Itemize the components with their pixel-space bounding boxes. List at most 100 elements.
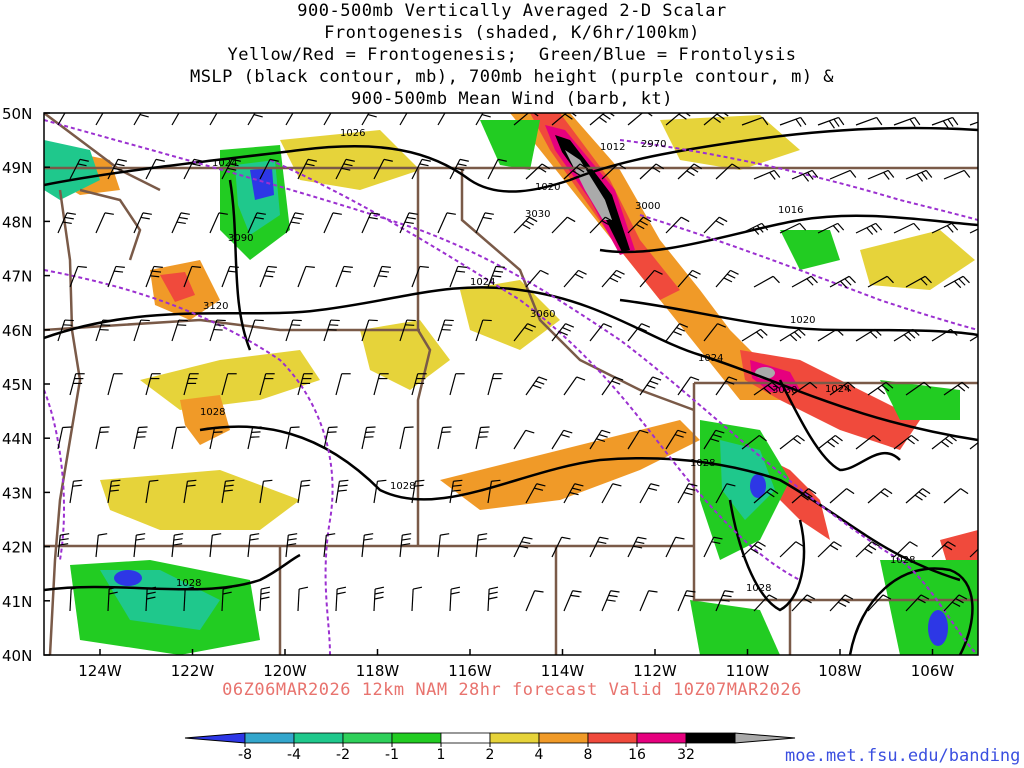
mslp-label: 1026 <box>340 128 365 139</box>
wind-barb <box>677 590 696 612</box>
wind-barb <box>133 426 148 450</box>
wind-barb <box>855 541 880 558</box>
wind-barb <box>183 373 199 396</box>
wind-barb <box>551 216 576 234</box>
wind-barb <box>525 590 544 612</box>
wind-barb <box>753 381 780 396</box>
wind-barb <box>171 212 190 234</box>
wind-barb <box>449 586 461 612</box>
wind-barb <box>817 222 845 234</box>
wind-barb <box>639 483 660 504</box>
mslp-contour-2 <box>44 126 978 193</box>
wind-barb <box>57 533 70 558</box>
wind-barb <box>285 533 298 558</box>
wind-barb <box>107 265 125 288</box>
wind-barb <box>627 323 651 342</box>
wind-barb <box>589 323 613 342</box>
wind-barb <box>107 479 121 504</box>
mslp-contour-6 <box>44 553 301 592</box>
mslp-contour-8 <box>848 567 974 655</box>
wind-barb <box>525 269 549 288</box>
wind-barb <box>753 275 780 288</box>
height-label: 3030 <box>525 209 550 220</box>
wind-barb <box>475 212 494 234</box>
lat-label: 41N <box>2 593 32 611</box>
colorbar-swatch <box>538 732 589 744</box>
wind-barb <box>525 376 548 396</box>
wind-barb <box>513 429 535 450</box>
mslp-label: 1024 <box>698 353 723 364</box>
fronto-yellow-1 <box>140 350 320 410</box>
mslp-label: 1028 <box>690 458 715 469</box>
height-label: 3030 <box>772 385 797 396</box>
mslp-label: 1024 <box>212 158 237 169</box>
mslp-contour-7 <box>728 499 806 612</box>
colorbar-arrow-right <box>734 732 796 744</box>
colorbar-label: -2 <box>336 747 350 763</box>
wind-barb <box>259 158 279 180</box>
colorbar-swatch <box>342 732 393 744</box>
wind-barb <box>817 541 842 558</box>
wind-barb <box>259 265 277 288</box>
wind-barb <box>703 429 725 450</box>
wind-barb <box>171 113 180 126</box>
wind-barb <box>943 169 971 180</box>
wind-barb <box>855 116 883 126</box>
lon-label: 116W <box>448 662 492 680</box>
border-id-west <box>416 168 432 546</box>
wind-barb <box>247 212 266 234</box>
wind-barb <box>107 158 127 180</box>
wind-barb <box>893 222 921 234</box>
wind-barb <box>715 163 741 180</box>
lon-label: 108W <box>818 662 862 680</box>
wind-barb <box>247 426 262 450</box>
wind-barb <box>399 426 414 450</box>
wind-barb <box>69 373 85 396</box>
wind-barb <box>449 479 463 504</box>
wind-barb <box>943 488 969 504</box>
wind-barb <box>323 426 338 450</box>
wind-barb <box>297 158 317 180</box>
wind-barb <box>639 376 662 396</box>
colorbar-swatch <box>587 732 638 744</box>
wind-barb <box>95 319 112 342</box>
wind-barb <box>323 212 342 234</box>
height-contours <box>44 119 978 655</box>
colorbar-swatch <box>685 732 736 744</box>
mslp-label: 1028 <box>200 407 225 418</box>
wind-barb <box>665 429 687 450</box>
wind-barb <box>829 275 856 289</box>
wind-barb <box>715 590 734 612</box>
wind-barb <box>209 426 224 450</box>
lat-label: 45N <box>2 376 32 394</box>
colorbar-swatch <box>244 732 295 744</box>
wind-barb <box>95 212 114 234</box>
height-label: 3000 <box>635 201 660 212</box>
wind-barb <box>563 483 584 504</box>
forecast-valid-time: 06Z06MAR2026 12km NAM 28hr forecast Vali… <box>222 680 802 700</box>
wind-barb <box>943 275 970 289</box>
wind-barb <box>589 536 609 558</box>
wind-barb <box>867 381 894 396</box>
wind-barb <box>513 323 537 342</box>
mslp-contour-1 <box>44 286 978 442</box>
title-line-5: 900-500mb Mean Wind (barb, kt) <box>350 89 674 109</box>
wind-barb <box>437 533 450 558</box>
colorbar-label: 8 <box>584 747 593 763</box>
wind-barb <box>399 533 412 558</box>
wind-barb <box>753 169 781 180</box>
lat-label: 44N <box>2 430 32 448</box>
wind-barb <box>475 319 492 342</box>
wind-barb <box>145 265 163 288</box>
wind-barb <box>779 434 805 450</box>
wind-barb <box>69 158 89 180</box>
wind-barb <box>905 488 931 504</box>
wind-barb <box>905 275 932 288</box>
frontolysis-green-7 <box>690 600 780 655</box>
wind-barb <box>741 541 766 558</box>
wind-barb <box>601 483 622 504</box>
wind-barb <box>982 489 1006 503</box>
colorbar-swatch <box>489 732 540 744</box>
wind-barb <box>221 265 239 288</box>
